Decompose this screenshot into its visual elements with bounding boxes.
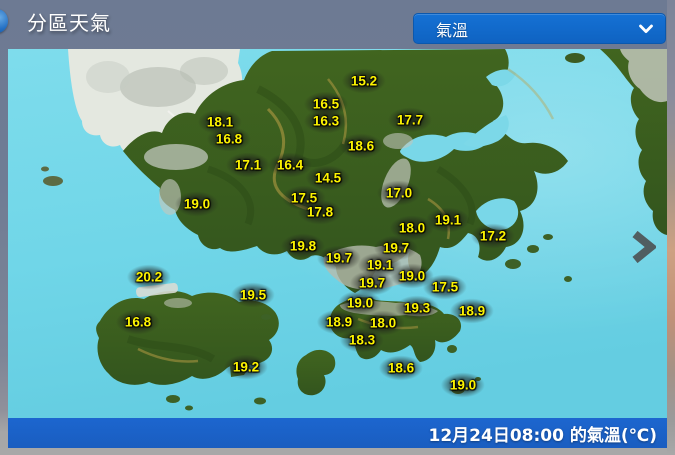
- temp-label: 17.8: [297, 199, 343, 225]
- temp-label: 17.7: [387, 107, 433, 133]
- temp-label: 16.3: [303, 108, 349, 134]
- chevron-right-icon: [632, 231, 656, 263]
- page-title: 分區天氣: [27, 11, 111, 35]
- temp-label: 16.8: [206, 126, 252, 152]
- temp-label: 16.4: [267, 152, 313, 178]
- temp-label: 15.2: [341, 68, 387, 94]
- temp-label: 18.6: [378, 355, 424, 381]
- dropdown-selected-value: 氣溫: [436, 20, 469, 40]
- carousel-dot-icon[interactable]: [0, 9, 8, 33]
- temp-label: 18.6: [338, 133, 384, 159]
- weather-map: 15.2 16.5 16.3 17.7 18.1 16.8 18.6 17.1 16.4 14.5…: [8, 49, 667, 418]
- temp-label: 18.0: [360, 310, 406, 336]
- caption-text: 12月24日08:00 的氣溫(℃): [428, 425, 657, 446]
- temp-label: 19.0: [174, 191, 220, 217]
- weather-element-dropdown[interactable]: 氣溫: [413, 13, 666, 44]
- temp-label: 19.5: [230, 282, 276, 308]
- temp-label: 18.0: [389, 215, 435, 241]
- temp-label: 19.2: [223, 354, 269, 380]
- header: 分區天氣 氣溫: [0, 0, 675, 49]
- temp-label: 17.1: [225, 152, 271, 178]
- temp-label: 17.0: [376, 180, 422, 206]
- temp-label: 17.5: [422, 274, 468, 300]
- caption-bar: 12月24日08:00 的氣溫(℃): [8, 418, 667, 448]
- temp-label: 18.9: [449, 298, 495, 324]
- next-slide-peek: [667, 0, 675, 455]
- chevron-down-icon: [639, 24, 653, 34]
- temp-label: 17.2: [470, 223, 516, 249]
- carousel-next-button[interactable]: [632, 231, 656, 263]
- temp-label: 19.0: [440, 372, 486, 398]
- temp-label: 18.3: [339, 327, 385, 353]
- temp-label: 19.8: [280, 233, 326, 259]
- temp-label: 19.7: [316, 245, 362, 271]
- temp-label: 20.2: [126, 264, 172, 290]
- temp-label: 16.8: [115, 309, 161, 335]
